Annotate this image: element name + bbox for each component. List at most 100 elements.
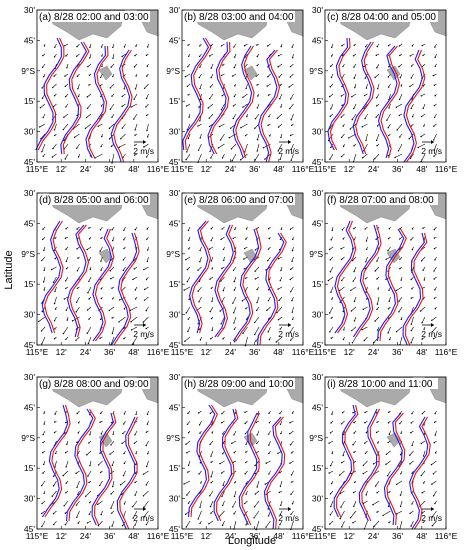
front-contour bbox=[119, 416, 138, 530]
vector-head bbox=[210, 227, 213, 230]
current-vector bbox=[364, 113, 368, 119]
y-tick-label: 45' bbox=[312, 35, 323, 45]
vector-head bbox=[77, 88, 79, 90]
vector-head bbox=[220, 472, 223, 474]
current-vector bbox=[256, 296, 260, 303]
vector-head bbox=[387, 250, 389, 252]
vector-head bbox=[385, 278, 387, 280]
vector-head bbox=[352, 412, 354, 414]
current-vector bbox=[134, 490, 138, 496]
vector-head bbox=[353, 320, 356, 322]
vector-head bbox=[230, 148, 233, 150]
vector-head bbox=[54, 237, 56, 240]
vector-head bbox=[409, 55, 412, 57]
vector-head bbox=[434, 502, 436, 505]
vector-head bbox=[43, 249, 45, 252]
current-vector bbox=[76, 143, 80, 149]
vector-head bbox=[85, 495, 87, 497]
vector-head bbox=[329, 523, 331, 525]
vector-head bbox=[134, 229, 136, 231]
vector-head bbox=[275, 341, 277, 343]
y-tick-label: 15' bbox=[24, 96, 35, 106]
current-vector bbox=[87, 470, 92, 477]
current-vector bbox=[210, 500, 214, 507]
vector-head bbox=[65, 248, 67, 251]
vector-head bbox=[421, 492, 423, 494]
vector-head bbox=[100, 513, 102, 516]
x-tick-label: 12' bbox=[201, 531, 212, 541]
y-tick-label: 45' bbox=[312, 157, 323, 167]
current-vector bbox=[121, 286, 126, 292]
front-contour bbox=[260, 49, 281, 163]
vector-head bbox=[143, 146, 145, 148]
vector-head bbox=[134, 524, 136, 526]
current-vector bbox=[420, 133, 426, 137]
vector-head bbox=[100, 412, 102, 415]
current-vector bbox=[209, 440, 214, 445]
vector-head bbox=[63, 298, 66, 300]
vector-head bbox=[123, 308, 126, 310]
vector-head bbox=[42, 433, 44, 436]
vector-head bbox=[364, 228, 366, 230]
current-vector bbox=[245, 286, 248, 292]
vector-head bbox=[133, 154, 136, 156]
vector-head bbox=[423, 279, 425, 281]
vector-head bbox=[398, 66, 400, 68]
front-contour bbox=[190, 404, 218, 518]
vector-head bbox=[143, 515, 146, 518]
current-vector bbox=[210, 450, 214, 457]
vector-head bbox=[376, 421, 378, 423]
current-vector bbox=[233, 430, 237, 435]
vector-head bbox=[64, 237, 67, 240]
vector-head bbox=[86, 96, 89, 98]
title-box bbox=[326, 194, 438, 205]
vector-head bbox=[133, 442, 136, 445]
front-contour bbox=[235, 228, 262, 342]
vector-head bbox=[330, 146, 332, 149]
current-vector bbox=[341, 133, 345, 138]
front-contour bbox=[379, 228, 407, 342]
vector-head bbox=[197, 269, 199, 271]
current-vector bbox=[277, 113, 283, 119]
vector-head bbox=[388, 134, 390, 137]
vector-head bbox=[411, 413, 413, 415]
current-vector bbox=[77, 266, 80, 271]
front-contour bbox=[358, 408, 378, 522]
vector-head bbox=[364, 45, 367, 48]
vector-head bbox=[434, 46, 436, 48]
current-vector bbox=[76, 480, 80, 488]
current-vector bbox=[410, 153, 414, 159]
vector-head bbox=[210, 260, 213, 262]
current-vector bbox=[52, 83, 57, 88]
vector-head bbox=[121, 55, 123, 58]
title-box bbox=[326, 11, 438, 22]
scale-label: 2 m/s bbox=[278, 329, 299, 339]
current-vector bbox=[112, 460, 115, 466]
vector-head bbox=[77, 432, 80, 434]
vector-head bbox=[121, 105, 123, 108]
vector-head bbox=[365, 139, 367, 141]
vector-head bbox=[123, 239, 125, 241]
current-vector bbox=[221, 490, 225, 497]
vector-head bbox=[387, 237, 390, 240]
vector-head bbox=[63, 505, 65, 507]
vector-head bbox=[186, 423, 189, 425]
current-vector bbox=[257, 103, 260, 109]
vector-head bbox=[433, 247, 436, 250]
scale-arrow-head bbox=[431, 140, 434, 144]
x-tick-label: 12' bbox=[344, 164, 355, 174]
current-vector bbox=[279, 93, 283, 99]
vector-head bbox=[111, 485, 114, 488]
vector-head bbox=[75, 311, 77, 313]
vector-head bbox=[422, 227, 424, 229]
vector-head bbox=[187, 66, 189, 68]
vector-head bbox=[434, 95, 436, 97]
vector-head bbox=[65, 228, 67, 230]
vector-head bbox=[329, 158, 331, 161]
current-vector bbox=[72, 316, 80, 322]
vector-head bbox=[410, 422, 412, 424]
vector-head bbox=[254, 270, 256, 272]
vector-head bbox=[363, 94, 366, 97]
x-tick-label: 36' bbox=[392, 164, 403, 174]
vector-head bbox=[339, 301, 341, 303]
